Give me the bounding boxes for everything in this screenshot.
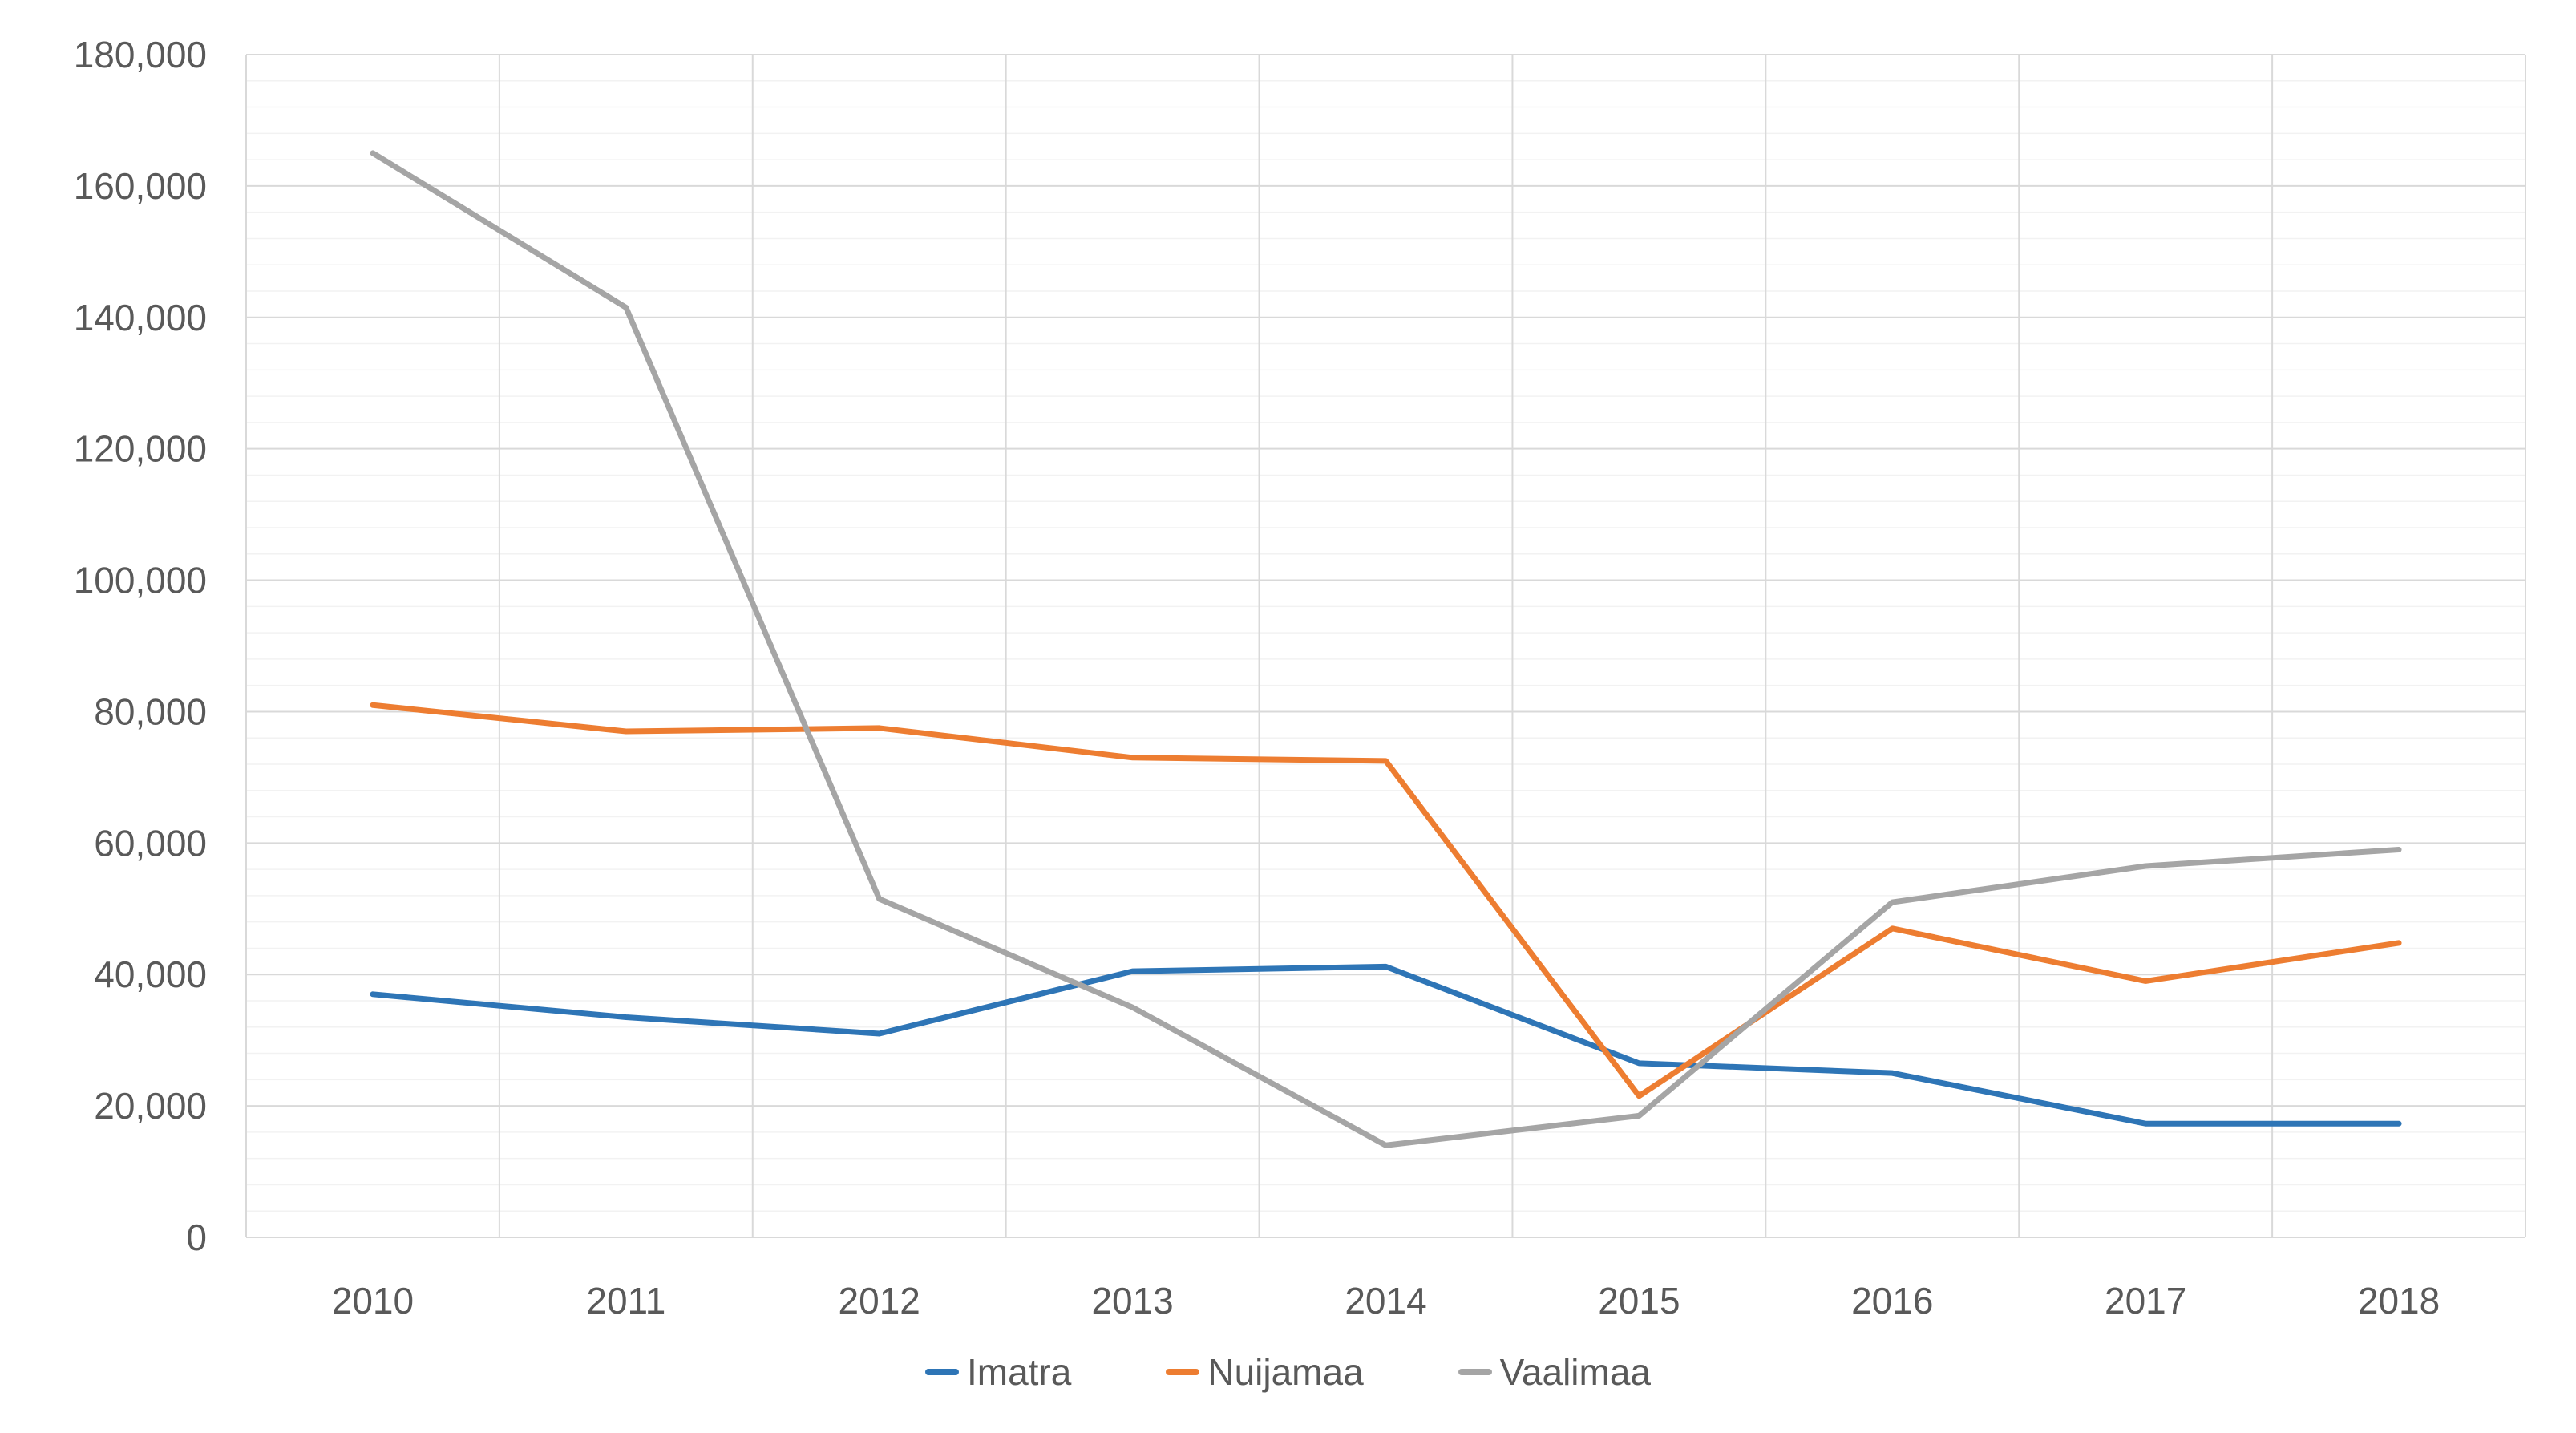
y-tick-label: 100,000 xyxy=(74,560,207,601)
y-tick-label: 60,000 xyxy=(94,822,207,864)
y-tick-label: 40,000 xyxy=(94,953,207,995)
x-tick-label: 2015 xyxy=(1598,1280,1680,1322)
y-major-gridlines xyxy=(246,54,2525,1238)
chart-legend: Imatra Nuijamaa Vaalimaa xyxy=(0,1354,2576,1390)
y-tick-label: 80,000 xyxy=(94,690,207,732)
legend-label: Nuijamaa xyxy=(1207,1351,1364,1393)
legend-line-swatch-imatra xyxy=(924,1369,959,1375)
x-tick-label: 2014 xyxy=(1345,1280,1426,1322)
series-line-imatra xyxy=(370,963,2402,1127)
y-tick-label: 120,000 xyxy=(74,428,207,470)
series-line-nuijamaa xyxy=(370,702,2402,1099)
x-tick-label: 2010 xyxy=(332,1280,414,1322)
legend-item-imatra: Imatra xyxy=(924,1351,1072,1393)
x-tick-label: 2018 xyxy=(2358,1280,2440,1322)
legend-line-swatch-vaalimaa xyxy=(1458,1369,1492,1375)
y-axis-tick-labels: 0 20,000 40,000 60,000 80,000 100,000 120,000 1… xyxy=(74,34,207,1258)
x-tick-label: 2013 xyxy=(1091,1280,1173,1322)
y-minor-gridlines xyxy=(246,80,2525,1212)
y-tick-label: 160,000 xyxy=(74,165,207,207)
legend-item-nuijamaa: Nuijamaa xyxy=(1166,1351,1364,1393)
x-tick-label: 2016 xyxy=(1851,1280,1933,1322)
legend-item-vaalimaa: Vaalimaa xyxy=(1458,1354,1651,1390)
series-line-vaalimaa xyxy=(370,150,2402,1148)
legend-line-swatch-nuijamaa xyxy=(1166,1369,1200,1375)
x-tick-label: 2011 xyxy=(586,1280,665,1322)
y-tick-label: 180,000 xyxy=(74,34,207,75)
x-gridlines xyxy=(245,55,2526,1237)
y-tick-label: 0 xyxy=(186,1216,207,1258)
y-tick-label: 20,000 xyxy=(94,1085,207,1127)
y-tick-label: 140,000 xyxy=(74,297,207,338)
legend-label: Vaalimaa xyxy=(1499,1351,1652,1393)
legend-label: Imatra xyxy=(966,1351,1072,1393)
x-tick-label: 2012 xyxy=(839,1280,920,1322)
x-axis-tick-labels: 2010 2011 2012 2013 2014 2015 2016 2017 2018 xyxy=(332,1280,2440,1322)
x-tick-label: 2017 xyxy=(2105,1280,2186,1322)
